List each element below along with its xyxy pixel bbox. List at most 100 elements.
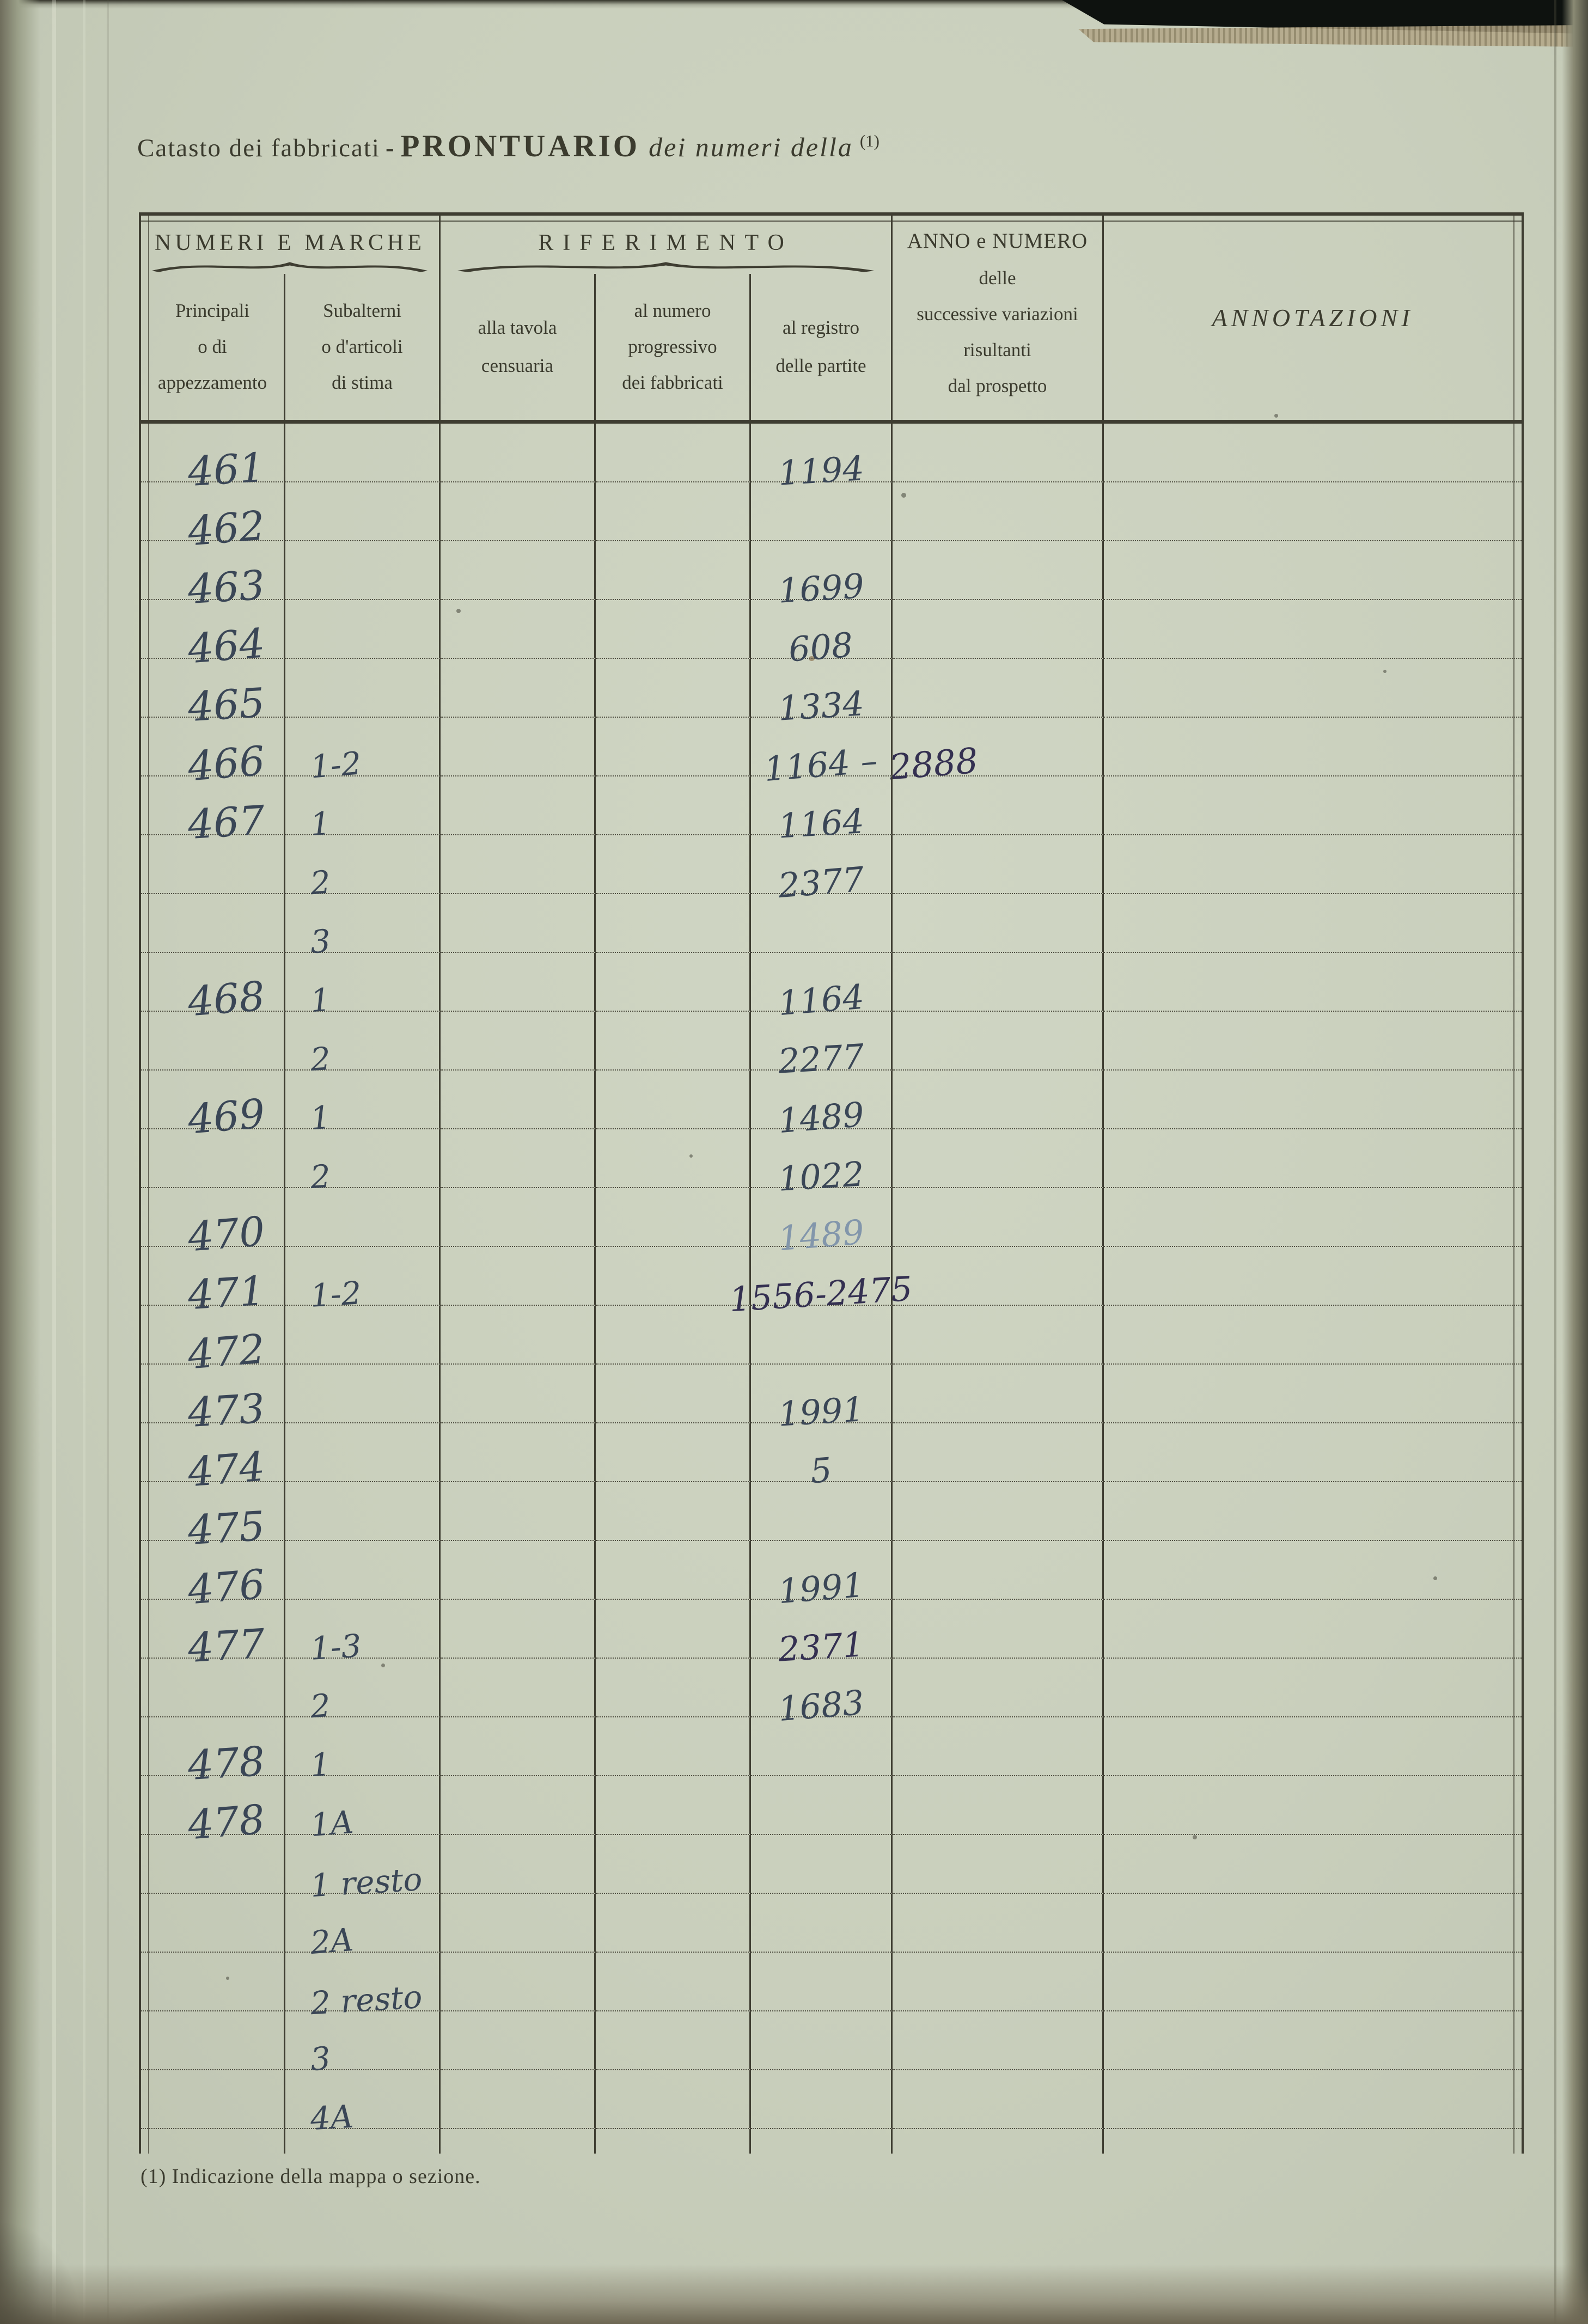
header-line: o di bbox=[198, 336, 227, 357]
anno-numero-cell bbox=[893, 659, 1104, 718]
subalterno-cell: 2 bbox=[285, 1012, 441, 1078]
numero-progressivo-cell bbox=[596, 1659, 751, 1717]
annotazioni-cell bbox=[1104, 2070, 1522, 2129]
principale-cell: 478 bbox=[141, 1776, 285, 1849]
tavola-censuaria-cell bbox=[441, 894, 596, 953]
table-border-inner-top bbox=[141, 221, 1522, 222]
subalterno-cell: 3 bbox=[285, 894, 441, 961]
anno-numero-cell bbox=[893, 1776, 1104, 1835]
column-header-annotazioni: ANNOTAZIONI bbox=[1104, 216, 1522, 420]
annotazioni-cell bbox=[1104, 1835, 1522, 1894]
principale-cell: 477 bbox=[141, 1600, 285, 1672]
table-row: 467 1 1164 bbox=[141, 776, 1522, 848]
page-edge-left-binding bbox=[0, 0, 40, 2324]
anno-numero-cell bbox=[893, 1894, 1104, 1953]
table-row: 468 1 1164 bbox=[141, 953, 1522, 1026]
subalterno-cell: 2A bbox=[285, 1894, 441, 1961]
table-row: 1 resto bbox=[141, 1835, 1522, 1904]
table-row: 471 1-2 1556-2475 bbox=[141, 1247, 1522, 1319]
subalterno-cell bbox=[285, 424, 441, 482]
table-header: NUMERI E MARCHE RIFERIMENTO Principali o… bbox=[141, 216, 1522, 424]
subalterno-cell: 1-3 bbox=[285, 1600, 441, 1667]
registro-partite-cell: 1991 bbox=[751, 1365, 893, 1434]
numero-progressivo-cell bbox=[596, 659, 751, 718]
column-header-numero-progressivo: al numero progressivo dei fabbricati bbox=[596, 274, 751, 420]
numero-progressivo-cell bbox=[596, 1012, 751, 1071]
registro-partite-cell: 2377 bbox=[751, 835, 893, 906]
registro-partite-cell bbox=[751, 1306, 893, 1365]
subalterno-cell bbox=[285, 1541, 441, 1600]
principale-cell: 476 bbox=[141, 1541, 285, 1614]
tavola-censuaria-cell bbox=[441, 482, 596, 541]
page-title: Catasto dei fabbricati - PRONTUARIO dei num… bbox=[137, 129, 879, 164]
principale-cell bbox=[141, 2070, 285, 2129]
anno-numero-cell bbox=[893, 1600, 1104, 1659]
subalterno-cell: 1 bbox=[285, 1071, 441, 1137]
registro-partite-cell bbox=[751, 1894, 893, 1953]
principale-cell bbox=[141, 1953, 285, 2011]
registro-partite-cell: 1164 – bbox=[751, 718, 893, 789]
annotazioni-cell bbox=[1104, 1306, 1522, 1365]
table-row: 2 1683 bbox=[141, 1659, 1522, 1729]
table-row: 2A bbox=[141, 1894, 1522, 1961]
numero-progressivo-cell bbox=[596, 894, 751, 953]
anno-numero-cell bbox=[893, 1717, 1104, 1776]
header-line: dal prospetto bbox=[948, 375, 1047, 396]
title-main: PRONTUARIO bbox=[400, 129, 640, 163]
numero-progressivo-cell bbox=[596, 1247, 751, 1306]
paper-speck bbox=[226, 1977, 229, 1980]
principale-cell: 471 bbox=[141, 1247, 285, 1319]
subalterno-cell bbox=[285, 600, 441, 659]
annotazioni-cell bbox=[1104, 1659, 1522, 1717]
subalterno-cell bbox=[285, 482, 441, 541]
registro-partite-cell: 1022 bbox=[751, 1129, 893, 1199]
header-line: dei fabbricati bbox=[622, 372, 723, 393]
tavola-censuaria-cell bbox=[441, 2070, 596, 2129]
annotazioni-cell bbox=[1104, 835, 1522, 894]
subalterno-cell: 3 bbox=[285, 2011, 441, 2078]
tavola-censuaria-cell bbox=[441, 1717, 596, 1776]
tavola-censuaria-cell bbox=[441, 1188, 596, 1247]
tavola-censuaria-cell bbox=[441, 1306, 596, 1365]
anno-numero-cell bbox=[893, 1835, 1104, 1894]
tavola-censuaria-cell bbox=[441, 835, 596, 894]
header-line: ANNOTAZIONI bbox=[1212, 304, 1414, 332]
principale-cell: 465 bbox=[141, 659, 285, 731]
subalterno-cell bbox=[285, 1188, 441, 1247]
tavola-censuaria-cell bbox=[441, 1659, 596, 1717]
tavola-censuaria-cell bbox=[441, 2011, 596, 2070]
principale-cell: 472 bbox=[141, 1306, 285, 1379]
header-line: ANNO e NUMERO bbox=[907, 229, 1088, 253]
principale-cell: 475 bbox=[141, 1482, 285, 1554]
numero-progressivo-cell bbox=[596, 1188, 751, 1247]
numero-progressivo-cell bbox=[596, 1541, 751, 1600]
group-header-label: NUMERI E MARCHE bbox=[154, 230, 425, 255]
tavola-censuaria-cell bbox=[441, 1129, 596, 1188]
registro-partite-cell: 1164 bbox=[751, 953, 893, 1023]
table-row: 2 2377 bbox=[141, 835, 1522, 906]
header-line: Subalterni bbox=[323, 300, 401, 321]
bottom-smudge bbox=[120, 2286, 534, 2324]
principale-cell bbox=[141, 1129, 285, 1188]
subalterno-cell: 2 resto bbox=[285, 1953, 441, 2022]
principale-cell bbox=[141, 1835, 285, 1894]
column-line-extension bbox=[141, 2129, 1522, 2154]
group-header-numeri-e-marche: NUMERI E MARCHE bbox=[141, 216, 441, 274]
anno-numero-cell bbox=[893, 1482, 1104, 1541]
anno-numero-cell bbox=[893, 424, 1104, 482]
table-body: 461 1194 462 463 bbox=[141, 424, 1522, 2137]
registro-partite-cell bbox=[751, 1717, 893, 1776]
tavola-censuaria-cell bbox=[441, 1423, 596, 1482]
subalterno-cell: 1 bbox=[285, 776, 441, 843]
registro-partite-cell bbox=[751, 2011, 893, 2070]
column-header-registro-partite: al registro delle partite bbox=[751, 274, 893, 420]
table-row: 3 bbox=[141, 2011, 1522, 2078]
principale-cell: 469 bbox=[141, 1071, 285, 1143]
header-line: delle bbox=[979, 267, 1016, 289]
table-row: 466 1-2 1164 – 2888 bbox=[141, 718, 1522, 791]
principale-cell: 474 bbox=[141, 1423, 285, 1496]
numero-progressivo-cell bbox=[596, 1894, 751, 1953]
header-brace-swash bbox=[457, 262, 875, 272]
principale-cell: 461 bbox=[141, 424, 285, 496]
registro-partite-cell: 1489 bbox=[751, 1188, 893, 1258]
